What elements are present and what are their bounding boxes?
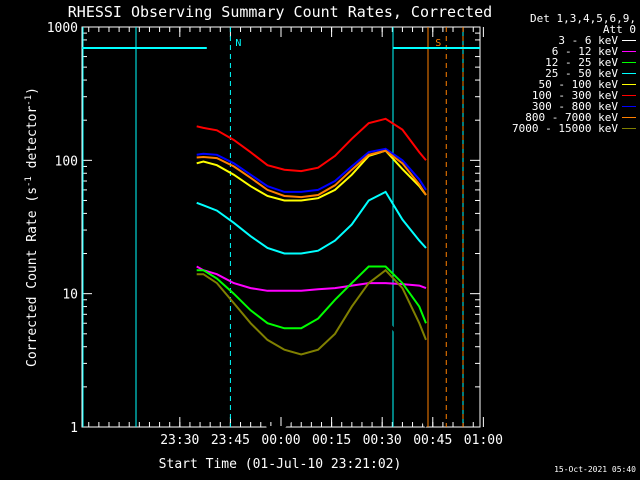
plot-frame	[81, 26, 481, 428]
y-tick-label: 10	[62, 288, 78, 303]
legend-swatch	[622, 62, 636, 63]
timestamp-footer: 15-Oct-2021 05:40	[554, 465, 636, 474]
plot-area: 1 10 100 1000 23:30 23:45 00:00 00:15 00:30 00:45…	[47, 21, 503, 448]
legend-item-label: 3 - 6 keV	[558, 34, 618, 47]
series-line	[196, 117, 427, 173]
legend-swatch	[622, 84, 636, 85]
x-tick-label: 00:15	[312, 433, 351, 448]
legend-swatch	[622, 73, 636, 74]
y-label-superscript: -1	[24, 176, 34, 187]
annotation-label: S	[435, 38, 441, 49]
legend-swatch	[622, 51, 636, 52]
legend-item: 3 - 6 keV	[486, 35, 636, 46]
x-tick-label: 23:45	[211, 433, 250, 448]
y-label-superscript: -1	[24, 95, 34, 106]
legend-header-line: Det 1,3,4,5,6,9,	[530, 12, 636, 25]
legend-item-label: 25 - 50 keV	[545, 67, 618, 80]
x-tick-label: 00:30	[363, 433, 402, 448]
x-tick-label: 01:00	[464, 433, 503, 448]
series-line	[196, 265, 427, 292]
legend-swatch	[622, 95, 636, 96]
y-label-part: Corrected Count Rate (s	[25, 187, 40, 367]
series-line	[196, 268, 427, 356]
legend-item: 12 - 25 keV	[486, 57, 636, 68]
y-tick-label: 100	[55, 154, 78, 169]
legend-item-label: 800 - 7000 keV	[525, 111, 618, 124]
series-line	[196, 147, 427, 193]
legend-item-label: 300 - 800 keV	[531, 100, 618, 113]
legend-item: 100 - 300 keV	[486, 90, 636, 101]
chart-title: RHESSI Observing Summary Count Rates, Co…	[68, 3, 492, 21]
legend-swatch	[622, 117, 636, 118]
y-axis-label: Corrected Count Rate (s-1 detector-1)	[24, 87, 40, 367]
legend-swatch	[622, 40, 636, 41]
legend-item-label: 100 - 300 keV	[531, 89, 618, 102]
legend-item-label: 7000 - 15000 keV	[512, 122, 618, 135]
legend-swatch	[622, 128, 636, 129]
legend-item: 25 - 50 keV	[486, 68, 636, 79]
series-line	[196, 149, 427, 202]
series-line	[196, 149, 427, 199]
y-tick-label: 1000	[47, 21, 78, 36]
series-line	[196, 265, 427, 330]
legend: Det 1,3,4,5,6,9, Att 0 3 - 6 keV 6 - 12 k…	[486, 13, 636, 134]
legend-item: 50 - 100 keV	[486, 79, 636, 90]
x-tick-label: 23:30	[160, 433, 199, 448]
legend-item-label: 50 - 100 keV	[538, 78, 618, 91]
series-line	[196, 190, 427, 255]
legend-item: 6 - 12 keV	[486, 46, 636, 57]
legend-item-label: 12 - 25 keV	[545, 56, 618, 69]
legend-swatch	[622, 106, 636, 107]
y-label-part: )	[25, 87, 40, 95]
legend-item: 800 - 7000 keV	[486, 112, 636, 123]
annotation-label: N	[235, 38, 241, 49]
series-line	[196, 305, 427, 428]
legend-header-line: Att 0	[602, 23, 636, 36]
y-tick-label: 1	[70, 421, 78, 436]
x-tick-label: 00:00	[261, 433, 300, 448]
legend-item: 7000 - 15000 keV	[486, 123, 636, 134]
legend-item-label: 6 - 12 keV	[551, 45, 618, 58]
y-label-part: detector	[25, 106, 40, 177]
x-tick-label: 00:45	[413, 433, 452, 448]
legend-item: 300 - 800 keV	[486, 101, 636, 112]
x-axis-label: Start Time (01-Jul-10 23:21:02)	[159, 457, 402, 472]
